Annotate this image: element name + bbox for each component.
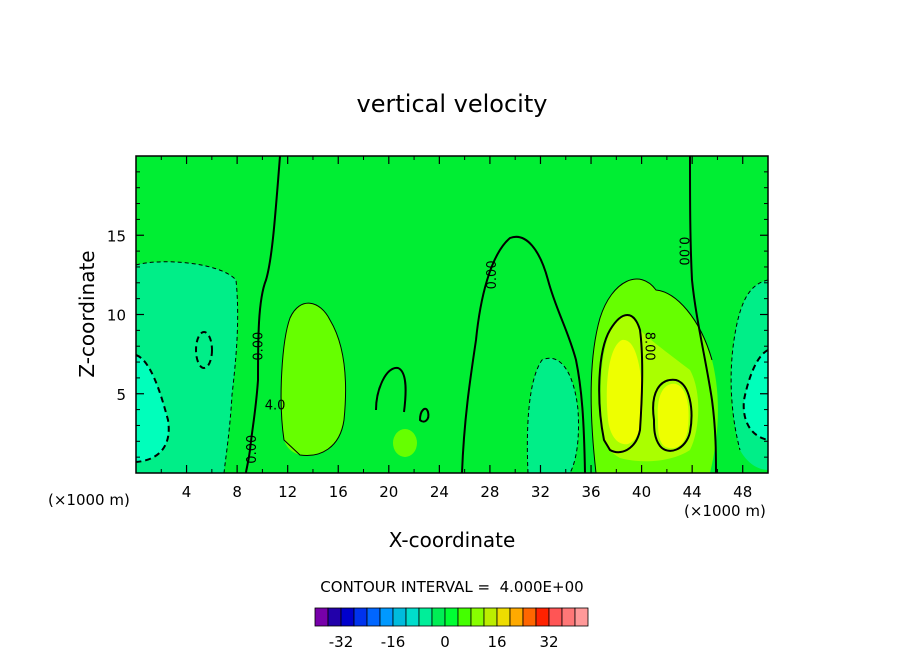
- colorbar-swatch: [431, 607, 446, 627]
- colorbar-swatch: [522, 607, 537, 627]
- x-axis: 4 8 12 16 20 24 28 32 36 40 44 48: [160, 156, 752, 501]
- plot-area: 0.00 0.00 0.00 0.00 8.00 4.0: [135, 155, 769, 474]
- contour-label: 0.00: [245, 435, 260, 464]
- contour-label: 0.00: [485, 260, 500, 289]
- colorbar-swatch: [379, 607, 394, 627]
- zero-contour-right: [689, 156, 717, 473]
- colorbar-swatch: [496, 607, 511, 627]
- x-tick-label: 44: [683, 483, 702, 501]
- colorbar-swatch: [314, 607, 329, 627]
- colorbar-swatch: [418, 607, 433, 627]
- zero-contour-left: [245, 156, 281, 473]
- contour-interval-text: CONTOUR INTERVAL = 4.000E+00: [320, 578, 583, 596]
- colorbar-swatch: [470, 607, 485, 627]
- colorbar-swatch: [483, 607, 498, 627]
- x-tick-label: 12: [278, 483, 297, 501]
- y-tick-label: 10: [107, 307, 126, 325]
- x-tick-label: 16: [329, 483, 348, 501]
- plus8-contour-left: [598, 314, 644, 454]
- neg4-contour-mid: [526, 357, 579, 473]
- colorbar-tick-label: -32: [329, 633, 354, 651]
- colorbar-swatch: [574, 607, 589, 627]
- neg4-contour-left: [136, 261, 239, 473]
- fill-positive-12-right: [657, 383, 689, 449]
- colorbar-tick-label: 16: [487, 633, 506, 651]
- contour-label: 0.00: [251, 332, 266, 361]
- plus4-contour-updraft: [590, 278, 713, 473]
- x-axis-label: X-coordinate: [389, 528, 516, 552]
- colorbar-tick-label: -16: [381, 633, 406, 651]
- fill-positive-small-cell: [393, 429, 417, 457]
- contour-label: 0.00: [676, 237, 691, 266]
- zero-contour-mid: [461, 235, 586, 473]
- colorbar-swatch: [535, 607, 550, 627]
- neg4-contour-cell: [195, 331, 213, 369]
- y-axis-label: Z-coordinate: [75, 250, 99, 377]
- contour-label: 4.0: [265, 399, 286, 414]
- colorbar-swatch: [561, 607, 576, 627]
- fill-negative-left-inner: [136, 355, 169, 462]
- y-axis: 5 10 15: [107, 171, 768, 458]
- colorbar-swatch: [405, 607, 420, 627]
- contour-label: 8.00: [641, 332, 656, 361]
- neg4-contour-right: [730, 279, 768, 451]
- colorbar-swatch: [327, 607, 342, 627]
- y-tick-label: 5: [116, 386, 126, 404]
- contour-lines: [136, 156, 768, 473]
- chart-title: vertical velocity: [357, 90, 548, 118]
- fill-negative-right-inner: [743, 350, 768, 440]
- x-tick-label: 28: [480, 483, 499, 501]
- x-tick-label: 24: [430, 483, 449, 501]
- plus8-contour-right: [652, 378, 693, 452]
- fill-negative-small-cell: [196, 332, 212, 368]
- x-unit-left: (×1000 m): [48, 491, 130, 509]
- x-unit-right: (×1000 m): [684, 502, 766, 520]
- x-tick-label: 40: [632, 483, 651, 501]
- colorbar-swatch: [353, 607, 368, 627]
- colorbar-tick-label: 32: [539, 633, 558, 651]
- x-tick-label: 4: [182, 483, 192, 501]
- colorbar-swatch: [457, 607, 472, 627]
- x-tick-label: 36: [581, 483, 600, 501]
- plus4-contour-plume: [280, 302, 347, 457]
- colorbar: -32 -16 0 16 32: [314, 607, 589, 651]
- fill-positive-plume-13: [281, 303, 346, 456]
- x-tick-label: 20: [379, 483, 398, 501]
- neg8-contour-right: [742, 349, 768, 441]
- contour-labels: 0.00 0.00 0.00 0.00 8.00 4.0: [245, 237, 690, 464]
- colorbar-swatch: [444, 607, 459, 627]
- colorbar-tick-label: 0: [440, 633, 450, 651]
- y-tick-label: 15: [107, 227, 126, 245]
- colorbar-swatch: [366, 607, 381, 627]
- zero-contour-small-2: [418, 407, 430, 423]
- colorbar-swatch: [392, 607, 407, 627]
- x-tick-label: 48: [733, 483, 752, 501]
- fill-positive-12-left: [606, 339, 643, 445]
- colorbar-swatch: [340, 607, 355, 627]
- fill-negative-mid: [527, 358, 579, 473]
- x-tick-label: 8: [232, 483, 242, 501]
- contour-fills: [136, 261, 768, 473]
- neg8-contour-left: [136, 354, 170, 463]
- zero-contour-small-1: [375, 366, 407, 413]
- colorbar-swatch: [548, 607, 563, 627]
- x-tick-label: 32: [531, 483, 550, 501]
- colorbar-swatch: [509, 607, 524, 627]
